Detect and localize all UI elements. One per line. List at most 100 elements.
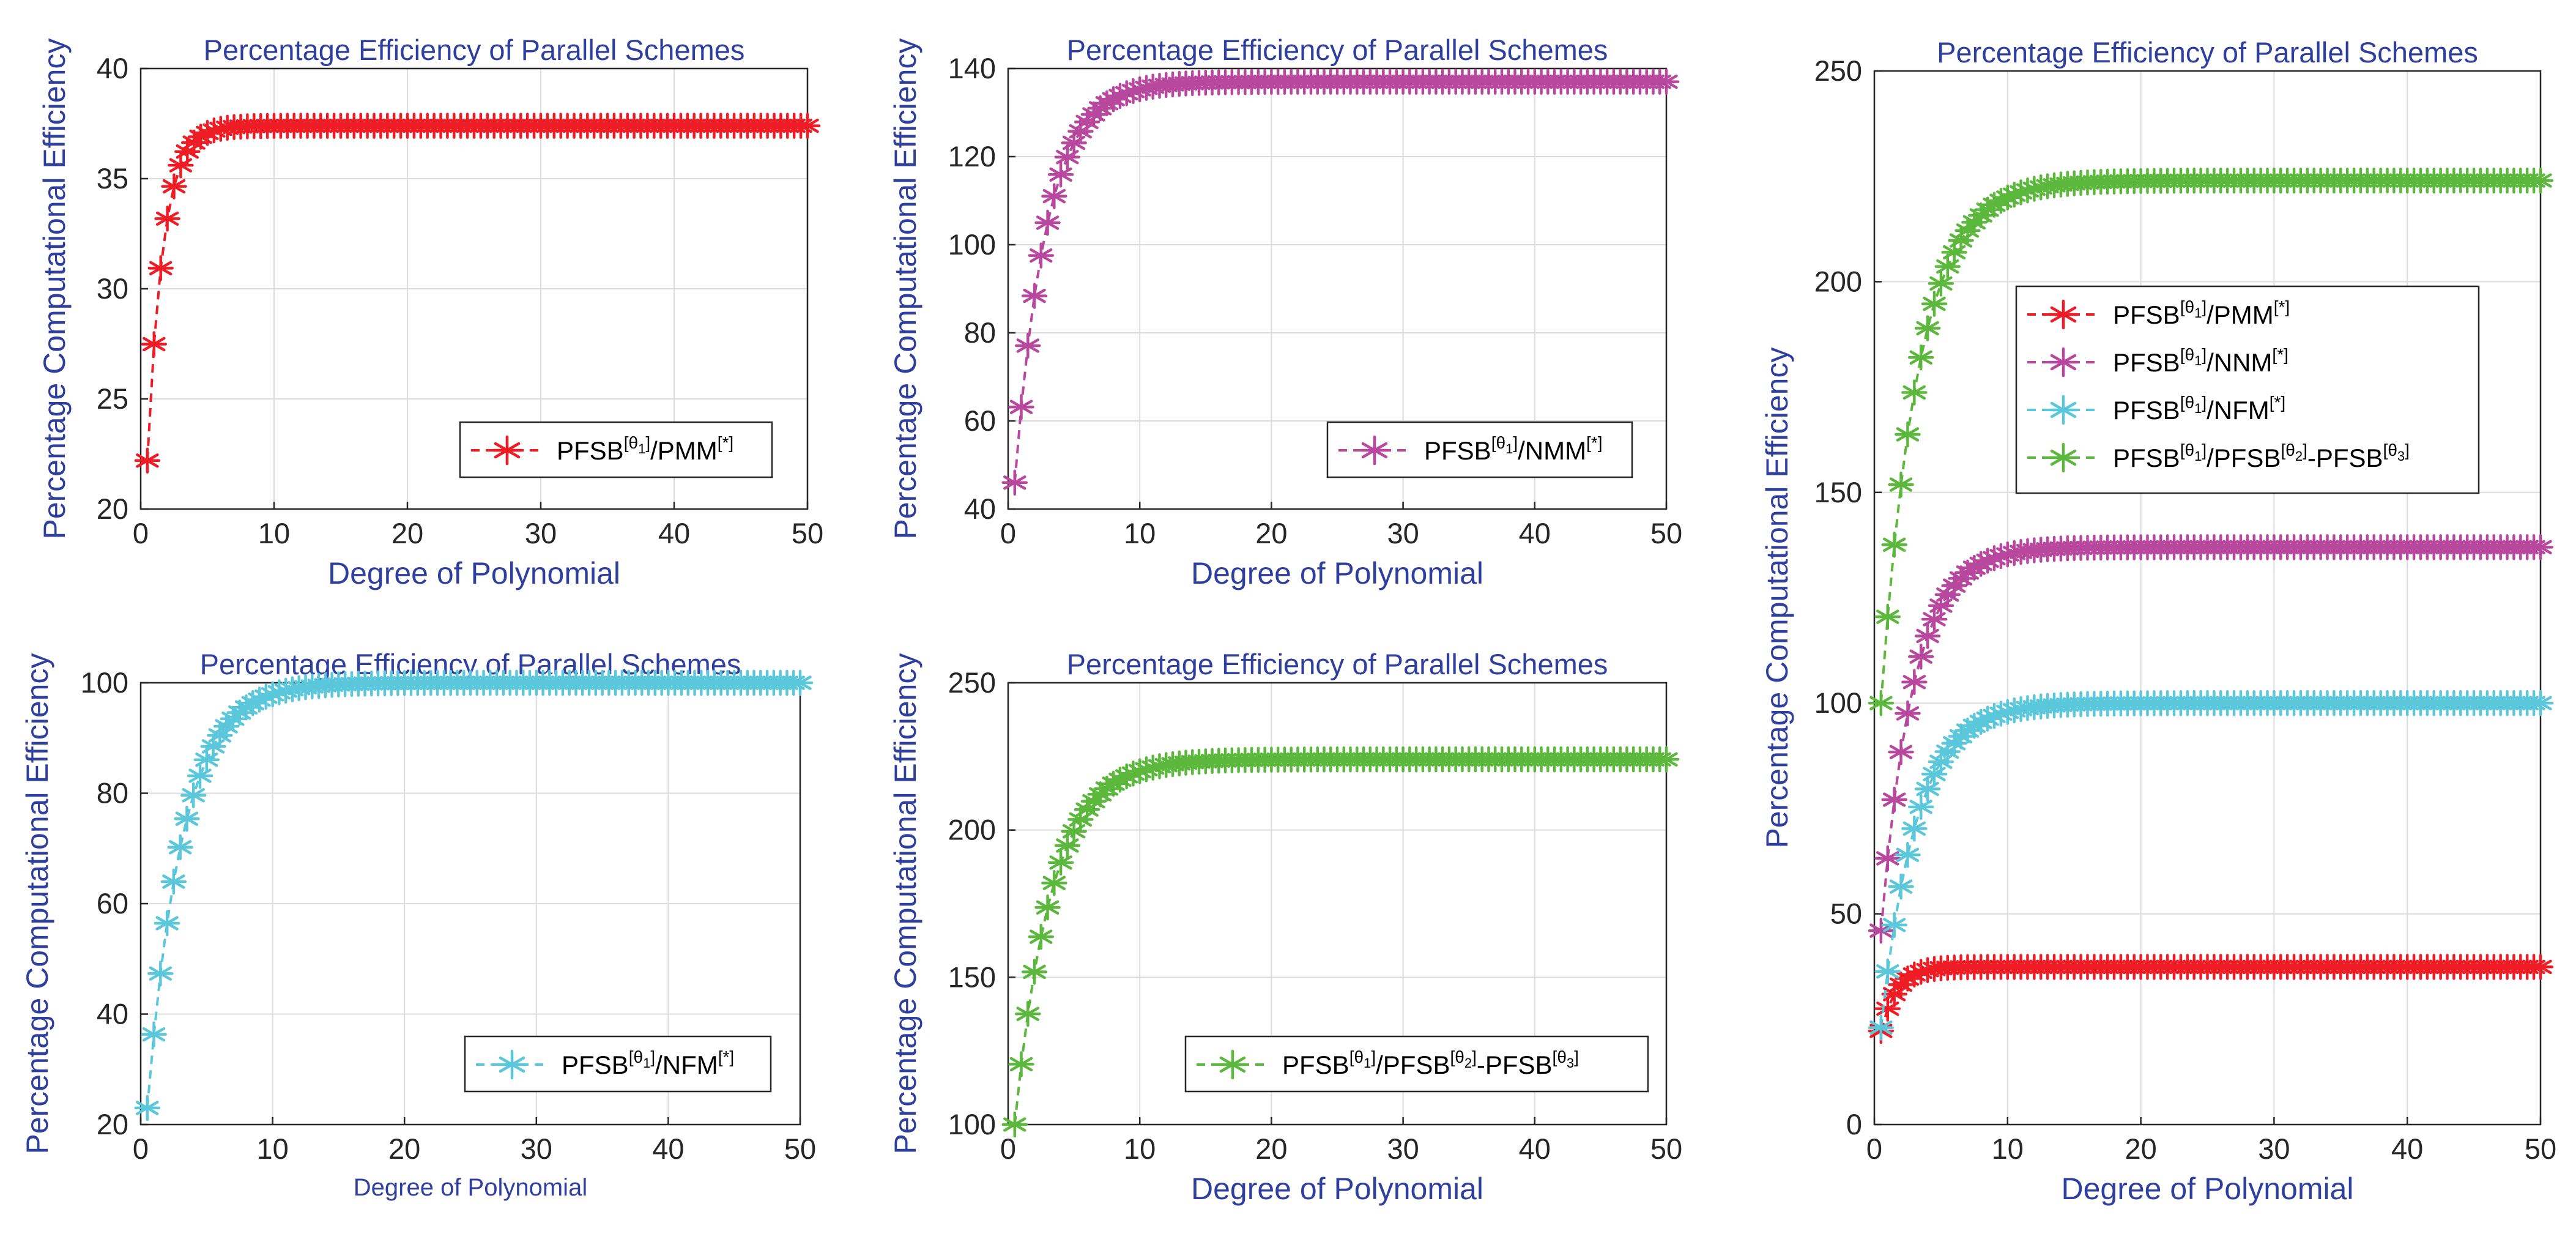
- data-point: [1868, 917, 1895, 944]
- y-tick-label: 60: [964, 404, 996, 437]
- x-tick-label: 20: [392, 517, 423, 549]
- x-tick-label: 0: [133, 517, 149, 549]
- x-tick-label: 50: [2525, 1132, 2556, 1165]
- data-point: [167, 834, 193, 861]
- legend: PFSB[θ1]/PFSB[θ2]-PFSB[θ3]: [1184, 1035, 1649, 1093]
- legend-label-0: PFSB[θ1]/NMM[*]: [1424, 433, 1603, 465]
- x-tick-label: 30: [1387, 517, 1419, 549]
- data-point: [174, 806, 200, 832]
- data-point: [134, 1095, 161, 1121]
- data-point: [1921, 606, 1948, 633]
- data-point: [1914, 315, 1941, 341]
- x-tick-label: 10: [256, 1132, 288, 1165]
- data-point: [1868, 1014, 1895, 1041]
- legend-swatch-marker: [1217, 1049, 1248, 1080]
- data-point: [1868, 690, 1895, 716]
- data-point: [1054, 832, 1081, 859]
- series-3: [1868, 167, 2554, 716]
- data-point: [1047, 849, 1074, 876]
- x-axis-label: Degree of Polynomial: [2061, 1172, 2353, 1206]
- y-tick-label: 40: [97, 998, 128, 1030]
- data-point: [1001, 469, 1028, 496]
- x-tick-label: 50: [784, 1132, 816, 1165]
- legend-swatch-marker: [497, 1049, 527, 1080]
- legend-label-0: PFSB[θ1]/PMM[*]: [557, 433, 733, 465]
- axes-frame: [1007, 67, 1668, 510]
- legend: PFSB[θ1]/PMM[*]: [459, 421, 773, 478]
- legend-swatch-marker: [2048, 395, 2079, 425]
- x-tick-label: 10: [1124, 1132, 1156, 1165]
- x-tick-label: 20: [1255, 517, 1287, 549]
- panel-bottom-middle: 0 10 20 30 40 50 100 150 200 250 Percentage Effici…: [888, 648, 1682, 1206]
- legend-swatch-marker: [1359, 435, 1390, 466]
- data-point: [1901, 379, 1928, 406]
- y-axis-label: Percentage Computational Efficiency: [20, 653, 54, 1155]
- legend-swatch-marker: [2048, 347, 2079, 377]
- x-tick-label: 50: [1650, 1132, 1682, 1165]
- data-point: [1028, 923, 1055, 950]
- x-axis-label: Degree of Polynomial: [328, 556, 620, 590]
- series-1: [1868, 534, 2554, 944]
- data-point: [1881, 912, 1907, 939]
- y-tick-label: 20: [97, 1108, 128, 1140]
- x-tick-label: 0: [1000, 1132, 1016, 1165]
- data-point: [1653, 746, 1680, 773]
- data-point: [1888, 873, 1914, 900]
- data-point: [2527, 954, 2554, 980]
- x-tick-label: 40: [1519, 517, 1551, 549]
- x-tick-label: 40: [2391, 1132, 2423, 1165]
- y-axis-label: Percentage Computational Efficiency: [888, 653, 922, 1155]
- data-point: [1054, 144, 1081, 170]
- data-point: [1015, 1000, 1041, 1027]
- x-tick-label: 10: [1992, 1132, 2024, 1165]
- x-tick-label: 50: [1650, 517, 1682, 549]
- data-point: [154, 206, 180, 232]
- chart-title: Percentage Efficiency of Parallel Scheme…: [1937, 36, 2478, 69]
- x-tick-label: 0: [133, 1132, 149, 1165]
- data-point: [1874, 603, 1901, 630]
- y-tick-label: 200: [1814, 265, 1862, 297]
- data-point: [1881, 786, 1907, 813]
- data-point: [1015, 332, 1041, 359]
- x-axis-label: Degree of Polynomial: [354, 1174, 587, 1201]
- panel-top-left: 0 10 20 30 40 50 20 25 30 35 40 Percentage Efficien…: [37, 34, 823, 590]
- data-point: [1907, 643, 1934, 670]
- y-tick-label: 200: [948, 814, 996, 846]
- axes-frame: [1873, 70, 2542, 1126]
- data-point: [168, 152, 194, 179]
- data-point: [1008, 393, 1034, 420]
- data-point: [1021, 283, 1048, 309]
- x-axis-label: Degree of Polynomial: [1191, 556, 1483, 590]
- x-tick-label: 30: [521, 1132, 552, 1165]
- legend-label-0: PFSB[θ1]/PMM[*]: [2113, 297, 2290, 329]
- data-point: [1028, 242, 1055, 269]
- y-tick-label: 25: [97, 382, 128, 415]
- series-0: [1001, 69, 1680, 496]
- x-tick-label: 30: [1387, 1132, 1419, 1165]
- y-tick-label: 150: [1814, 476, 1862, 508]
- data-point: [1001, 1111, 1028, 1138]
- series-2: [1868, 690, 2554, 1041]
- x-tick-label: 30: [525, 517, 557, 549]
- data-point: [1895, 421, 1921, 448]
- data-point: [1881, 532, 1907, 558]
- data-point: [787, 669, 814, 696]
- legend-box: [1326, 421, 1633, 478]
- data-point: [147, 960, 174, 987]
- panel-top-middle: 0 10 20 30 40 50 40 60 80 100 120 140 Percentage Eff…: [888, 34, 1682, 590]
- data-point: [1874, 995, 1901, 1022]
- x-tick-label: 40: [1519, 1132, 1551, 1165]
- legend: PFSB[θ1]/NFM[*]: [464, 1035, 772, 1093]
- y-tick-label: 100: [948, 1108, 996, 1140]
- data-point: [1934, 253, 1961, 280]
- data-point: [1008, 1051, 1034, 1077]
- y-tick-label: 20: [97, 493, 128, 525]
- y-tick-label: 250: [948, 666, 996, 699]
- panel-right: 0 10 20 30 40 50 0 50 100 150 200 250 Percentage Eff…: [1760, 36, 2556, 1206]
- data-point: [1928, 270, 1954, 297]
- x-tick-label: 40: [658, 517, 690, 549]
- y-tick-label: 100: [1814, 686, 1862, 719]
- y-tick-label: 80: [964, 316, 996, 349]
- x-tick-label: 50: [792, 517, 823, 549]
- data-point: [1914, 776, 1941, 802]
